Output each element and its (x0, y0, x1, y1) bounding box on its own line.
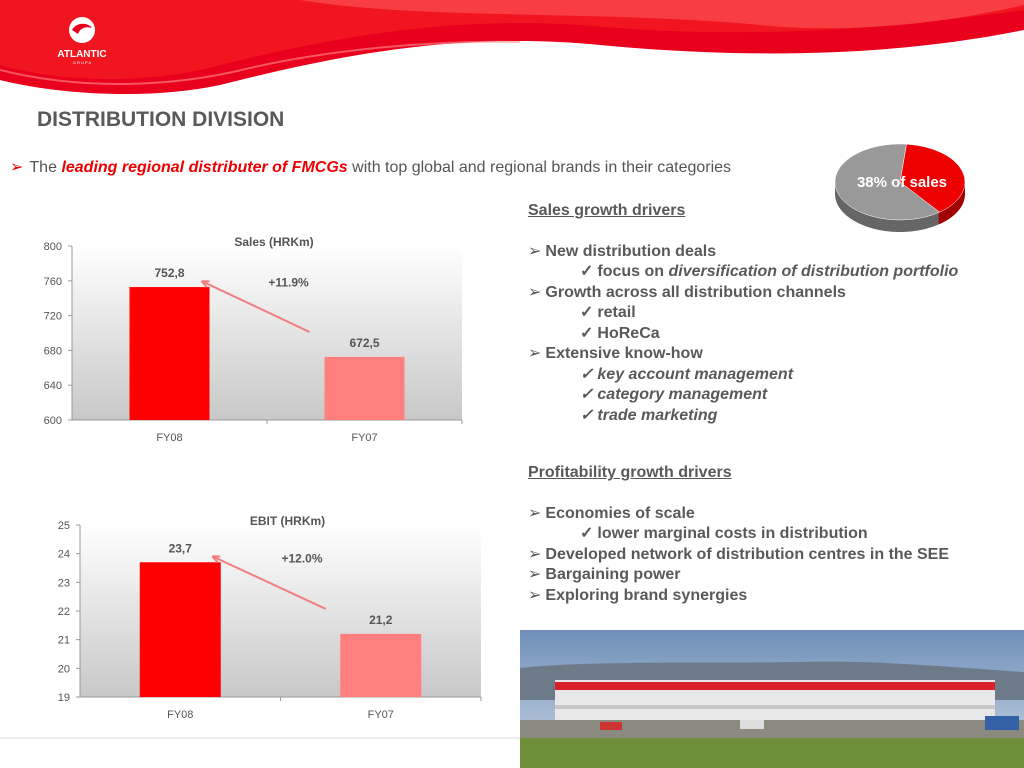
bar-chart: Sales (HRKm) 600 640 680 720 760 800 752,8 FY08 6… (44, 235, 463, 444)
bullet: New distribution deals (528, 242, 716, 262)
logo-sub: G R U P A (73, 60, 92, 65)
y-tick-label: 24 (58, 549, 70, 561)
y-tick-label: 21 (58, 635, 70, 647)
pie-slice (834, 143, 941, 221)
bar (129, 287, 210, 420)
y-tick-label: 22 (58, 606, 70, 618)
bullet: Extensive know-how (528, 344, 702, 364)
x-tick-label: FY08 (167, 709, 193, 721)
value-label: 672,5 (349, 336, 379, 350)
value-label: 752,8 (154, 266, 184, 280)
bullet: Bargaining power (528, 565, 680, 585)
x-tick-label: FY08 (156, 432, 182, 444)
sub-bullet: lower marginal costs in distribution (580, 524, 867, 544)
header-waves (0, 0, 1024, 95)
sub-bullet: key account management (580, 365, 793, 385)
sub-bullet: focus on diversification of distribution… (580, 262, 958, 282)
sub-bullet: retail (580, 303, 635, 323)
growth-annotation: +11.9% (268, 275, 309, 289)
value-label: 21,2 (369, 613, 393, 627)
y-tick-label: 720 (44, 311, 62, 323)
warehouse-photo (520, 630, 1024, 768)
bullet: Economies of scale (528, 504, 694, 524)
bullet: Developed network of distribution centre… (528, 545, 949, 565)
trend-arrow (201, 280, 310, 333)
pie-label: 38% of sales (857, 174, 947, 191)
trend-arrow (211, 555, 327, 610)
section-heading: Profitability growth drivers (528, 464, 732, 481)
intro-rest: with top global and regional brands in t… (352, 159, 732, 176)
value-label: 23,7 (169, 541, 193, 555)
bar (340, 633, 422, 697)
y-tick-label: 760 (44, 276, 62, 288)
logo: ATLANTIC G R U P A (57, 17, 107, 65)
y-tick-label: 25 (58, 520, 70, 532)
sub-bullet: trade marketing (580, 406, 717, 426)
sub-bullet: category management (580, 385, 767, 405)
sub-bullet-lead: focus on (597, 263, 665, 280)
pie-chart: 38% of sales (834, 143, 966, 233)
bar (324, 356, 405, 420)
trend-arrow-head (211, 555, 221, 563)
chart-title: EBIT (HRKm) (250, 514, 325, 528)
intro-lead: The (29, 159, 57, 176)
y-tick-label: 23 (58, 577, 70, 589)
y-tick-label: 20 (58, 663, 70, 675)
bullet: Exploring brand synergies (528, 586, 747, 606)
x-tick-label: FY07 (351, 432, 377, 444)
bar (139, 562, 221, 697)
intro: The leading regional distributer of FMCG… (10, 157, 731, 177)
trend-arrow-head (200, 280, 210, 288)
y-tick-label: 800 (44, 241, 62, 253)
y-tick-label: 19 (58, 692, 70, 704)
sub-bullet: HoReCa (580, 324, 659, 344)
logo-name: ATLANTIC (57, 49, 106, 60)
y-tick-label: 640 (44, 380, 62, 392)
bullet: Growth across all distribution channels (528, 283, 846, 303)
chart-title: Sales (HRKm) (234, 235, 313, 249)
y-tick-label: 600 (44, 415, 62, 427)
intro-highlight: leading regional distributer of FMCGs (61, 159, 348, 176)
growth-annotation: +12.0% (281, 552, 322, 566)
sub-bullet-emphasis: diversification of distribution portfoli… (668, 263, 959, 280)
y-tick-label: 680 (44, 345, 62, 357)
bar-chart: EBIT (HRKm) 19 20 21 22 23 24 25 23,7 FY08 21,2 FY0… (58, 514, 482, 721)
x-tick-label: FY07 (368, 709, 394, 721)
slide-title: DISTRIBUTION DIVISION (37, 108, 285, 131)
pie-slice (899, 143, 966, 213)
section-heading: Sales growth drivers (528, 202, 686, 219)
